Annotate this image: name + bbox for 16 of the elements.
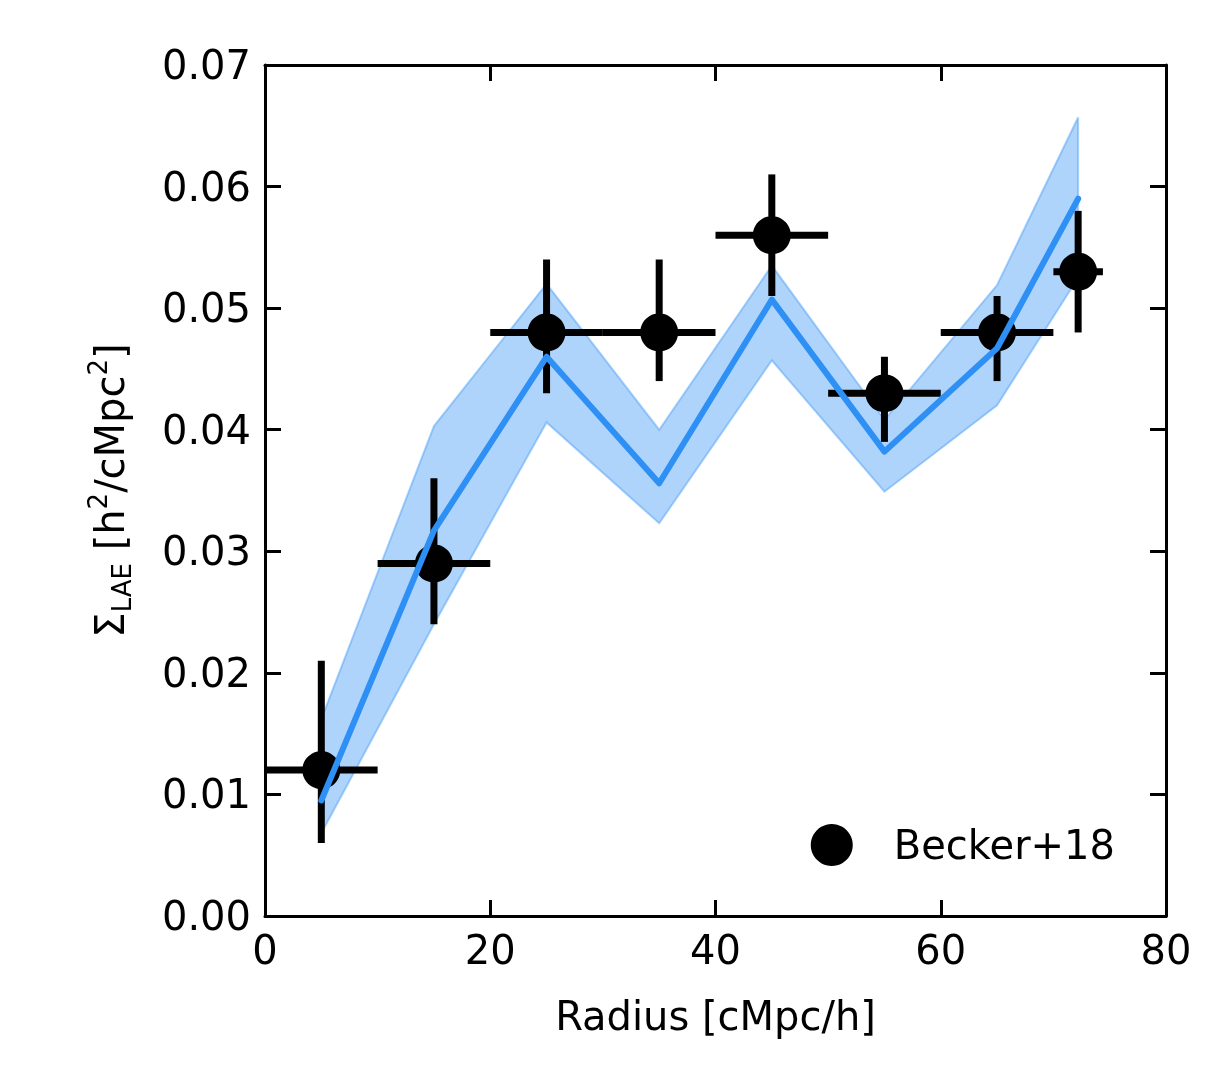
y-tick-label: 0.06 [161,163,251,210]
y-axis-title: ΣLAE [h2/cMpc2] [83,343,137,638]
y-tick-label: 0.01 [161,771,251,818]
legend-label: Becker+18 [893,822,1115,868]
y-tick-label: 0.07 [161,42,251,88]
y-tick-label: 0.03 [161,528,251,575]
x-axis-title: Radius [cMpc/h] [555,993,876,1039]
x-tick-label: 0 [252,927,278,973]
y-tick-label: 0.04 [161,406,251,453]
x-tick-label: 20 [464,927,516,973]
x-tick-label: 40 [690,927,741,973]
x-tick-label: 80 [1140,927,1192,973]
y-tick-label: 0.05 [161,285,251,332]
y-tick-label: 0.02 [161,649,251,696]
y-tick-label: 0.00 [161,893,251,939]
x-tick-label: 60 [915,927,967,973]
